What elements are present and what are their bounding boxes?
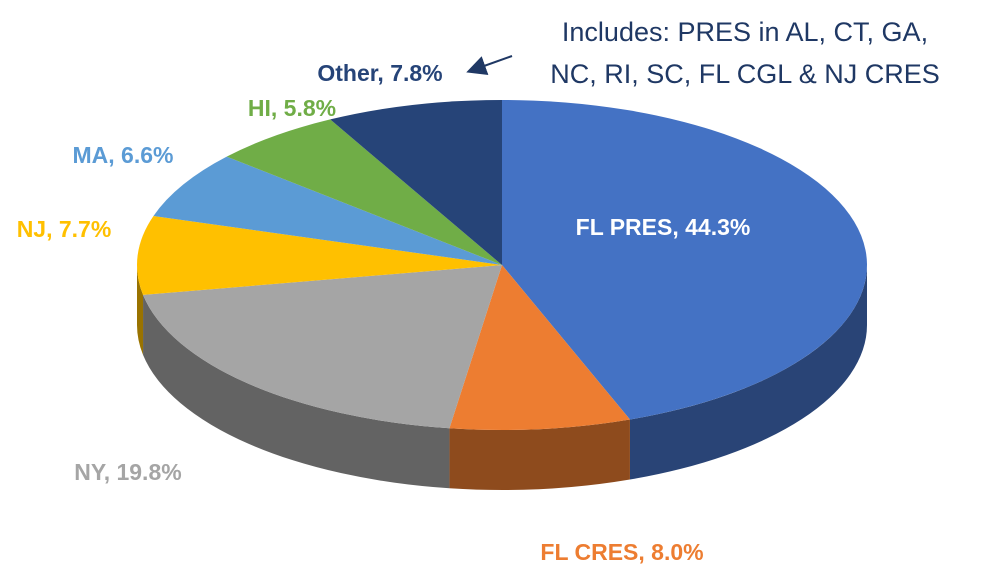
slice bbox=[502, 100, 867, 420]
data-label: FL PRES, 44.3% bbox=[576, 214, 751, 240]
data-label: HI, 5.8% bbox=[248, 95, 336, 121]
slice bbox=[330, 100, 502, 265]
slice bbox=[143, 265, 503, 429]
pie-tops bbox=[137, 100, 867, 430]
slice-side bbox=[137, 265, 144, 355]
annotation: NC, RI, SC, FL CGL & NJ CRES bbox=[550, 59, 940, 89]
slice-side bbox=[449, 419, 630, 491]
slice bbox=[137, 215, 503, 295]
data-label: MA, 6.6% bbox=[73, 142, 174, 168]
annotation-arrow bbox=[466, 55, 513, 76]
slice bbox=[449, 265, 630, 430]
data-label: FL CRES, 8.0% bbox=[540, 539, 703, 565]
annotation: Includes: PRES in AL, CT, GA, bbox=[562, 17, 928, 47]
slice bbox=[226, 119, 502, 265]
pie-sides bbox=[137, 265, 867, 491]
slice-side bbox=[629, 265, 867, 480]
slice-side bbox=[143, 294, 450, 489]
data-label: NY, 19.8% bbox=[74, 459, 181, 485]
labels: FL PRES, 44.3% FL CRES, 8.0% NY, 19.8% NJ, … bbox=[17, 60, 751, 565]
slice bbox=[153, 156, 503, 265]
data-label: NJ, 7.7% bbox=[17, 216, 112, 242]
data-label: Other, 7.8% bbox=[317, 60, 442, 86]
